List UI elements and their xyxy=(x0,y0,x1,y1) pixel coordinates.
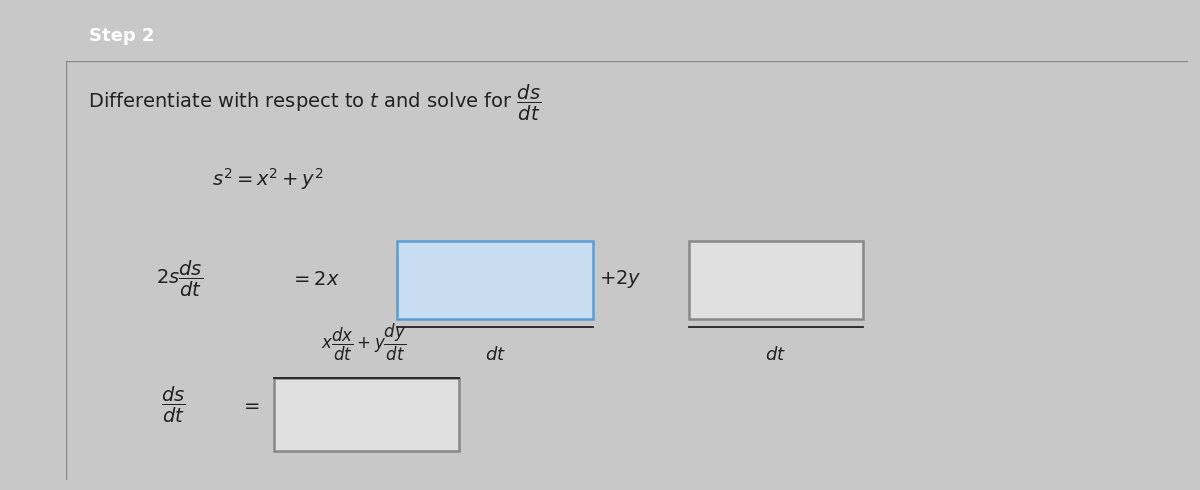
Text: $dt$: $dt$ xyxy=(485,345,505,364)
Text: $2s\dfrac{ds}{dt}$: $2s\dfrac{ds}{dt}$ xyxy=(156,259,203,299)
Text: $+ 2y$: $+ 2y$ xyxy=(599,268,642,290)
Text: $= 2x$: $= 2x$ xyxy=(290,270,341,289)
Text: $s^2 = x^2 + y^2$: $s^2 = x^2 + y^2$ xyxy=(212,166,323,192)
Text: $dt$: $dt$ xyxy=(766,345,786,364)
Text: $\dfrac{ds}{dt}$: $\dfrac{ds}{dt}$ xyxy=(161,385,186,425)
Text: $=$: $=$ xyxy=(240,395,260,414)
FancyBboxPatch shape xyxy=(397,242,593,319)
Text: Differentiate with respect to $t$ and solve for $\dfrac{ds}{dt}$: Differentiate with respect to $t$ and so… xyxy=(89,83,542,123)
Text: Step 2: Step 2 xyxy=(90,27,155,45)
Text: $x\dfrac{dx}{dt} + y\dfrac{dy}{dt}$: $x\dfrac{dx}{dt} + y\dfrac{dy}{dt}$ xyxy=(320,321,406,363)
FancyBboxPatch shape xyxy=(274,378,458,451)
FancyBboxPatch shape xyxy=(689,242,863,319)
